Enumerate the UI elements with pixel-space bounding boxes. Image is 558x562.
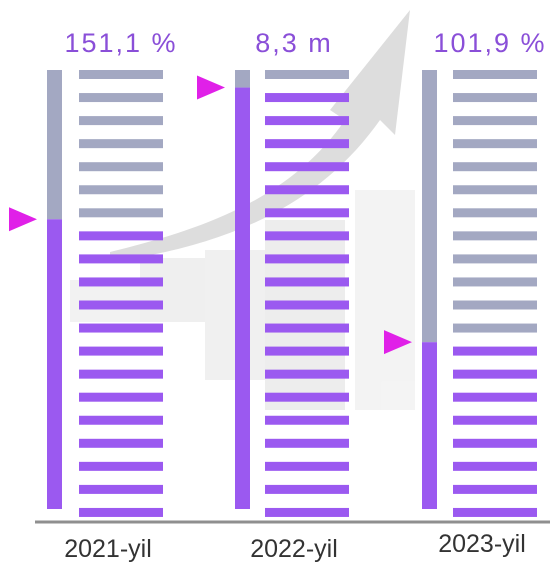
bar-fill-2022 [235, 87, 250, 509]
level-stripe-2021 [79, 277, 163, 287]
level-stripe-2021 [79, 231, 163, 241]
background-bar [140, 258, 210, 322]
level-stripe-2023 [453, 277, 537, 287]
level-stripe-2021 [79, 139, 163, 149]
level-stripe-2022 [265, 300, 349, 310]
level-stripe-2023 [453, 93, 537, 103]
level-stripe-2022 [265, 461, 349, 471]
level-stripe-2022 [265, 438, 349, 448]
level-stripe-2023 [453, 139, 537, 149]
level-stripe-2022 [265, 507, 349, 517]
level-stripe-2021 [79, 346, 163, 356]
level-stripe-2022 [265, 116, 349, 126]
x-tick-label-2022: 2022-yil [250, 535, 338, 562]
level-stripe-2022 [265, 277, 349, 287]
level-stripe-2021 [79, 254, 163, 264]
level-stripe-2023 [453, 300, 537, 310]
growth-arrow-icon [110, 10, 410, 262]
background-bar [355, 190, 415, 410]
level-stripe-2021 [79, 116, 163, 126]
level-stripe-2021 [79, 93, 163, 103]
columns [9, 70, 537, 517]
level-stripe-2023 [453, 162, 537, 172]
triangle-pointer-icon [197, 75, 225, 100]
value-label-2022: 8,3 m [255, 28, 333, 58]
level-stripe-2023 [453, 323, 537, 333]
x-tick-label-2023: 2023-yil [438, 530, 526, 558]
level-stripe-2023 [453, 346, 537, 356]
level-stripe-2023 [453, 415, 537, 425]
value-label-2023: 101,9 % [433, 28, 546, 58]
bar-empty-2023 [422, 70, 437, 343]
level-stripe-2022 [265, 162, 349, 172]
level-stripe-2022 [265, 484, 349, 494]
level-stripe-2022 [265, 93, 349, 103]
level-stripe-2023 [453, 208, 537, 218]
level-stripe-2022 [265, 254, 349, 264]
level-stripe-2022 [265, 231, 349, 241]
level-stripe-2021 [79, 70, 163, 79]
level-stripe-2021 [79, 484, 163, 494]
triangle-pointer-icon [384, 330, 412, 355]
level-stripe-2021 [79, 507, 163, 517]
x-tick-label-2021: 2021-yil [64, 535, 152, 562]
level-stripe-2022 [265, 392, 349, 402]
background-bar [265, 220, 345, 410]
level-stripe-2023 [453, 438, 537, 448]
level-stripe-2022 [265, 369, 349, 379]
level-stripe-2021 [79, 438, 163, 448]
bar-empty-2022 [235, 70, 250, 88]
level-stripe-2023 [453, 461, 537, 471]
level-stripe-2022 [265, 415, 349, 425]
level-stripe-2022 [265, 70, 349, 79]
bar-fill-2023 [422, 342, 437, 509]
level-stripe-2023 [453, 70, 537, 79]
level-stripe-2021 [79, 369, 163, 379]
level-stripe-2023 [453, 369, 537, 379]
level-stripe-2022 [265, 323, 349, 333]
level-stripe-2022 [265, 139, 349, 149]
level-stripe-2023 [453, 392, 537, 402]
level-stripe-2021 [79, 185, 163, 195]
level-stripe-2023 [453, 507, 537, 517]
bar-fill-2021 [47, 219, 62, 509]
level-stripe-2023 [453, 254, 537, 264]
level-stripe-2021 [79, 415, 163, 425]
level-stripe-2023 [453, 116, 537, 126]
level-stripe-2021 [79, 461, 163, 471]
level-stripe-2021 [79, 300, 163, 310]
level-stripe-2023 [453, 185, 537, 195]
triangle-pointer-icon [9, 207, 37, 232]
level-stripe-2021 [79, 208, 163, 218]
level-stripe-2023 [453, 231, 537, 241]
level-stripe-2021 [79, 162, 163, 172]
value-label-2021: 151,1 % [64, 28, 177, 58]
level-stripe-2022 [265, 346, 349, 356]
level-stripe-2022 [265, 208, 349, 218]
level-stripe-2022 [265, 185, 349, 195]
level-stripe-2021 [79, 323, 163, 333]
level-stripe-2021 [79, 392, 163, 402]
bar-empty-2021 [47, 70, 62, 220]
level-stripe-2023 [453, 484, 537, 494]
